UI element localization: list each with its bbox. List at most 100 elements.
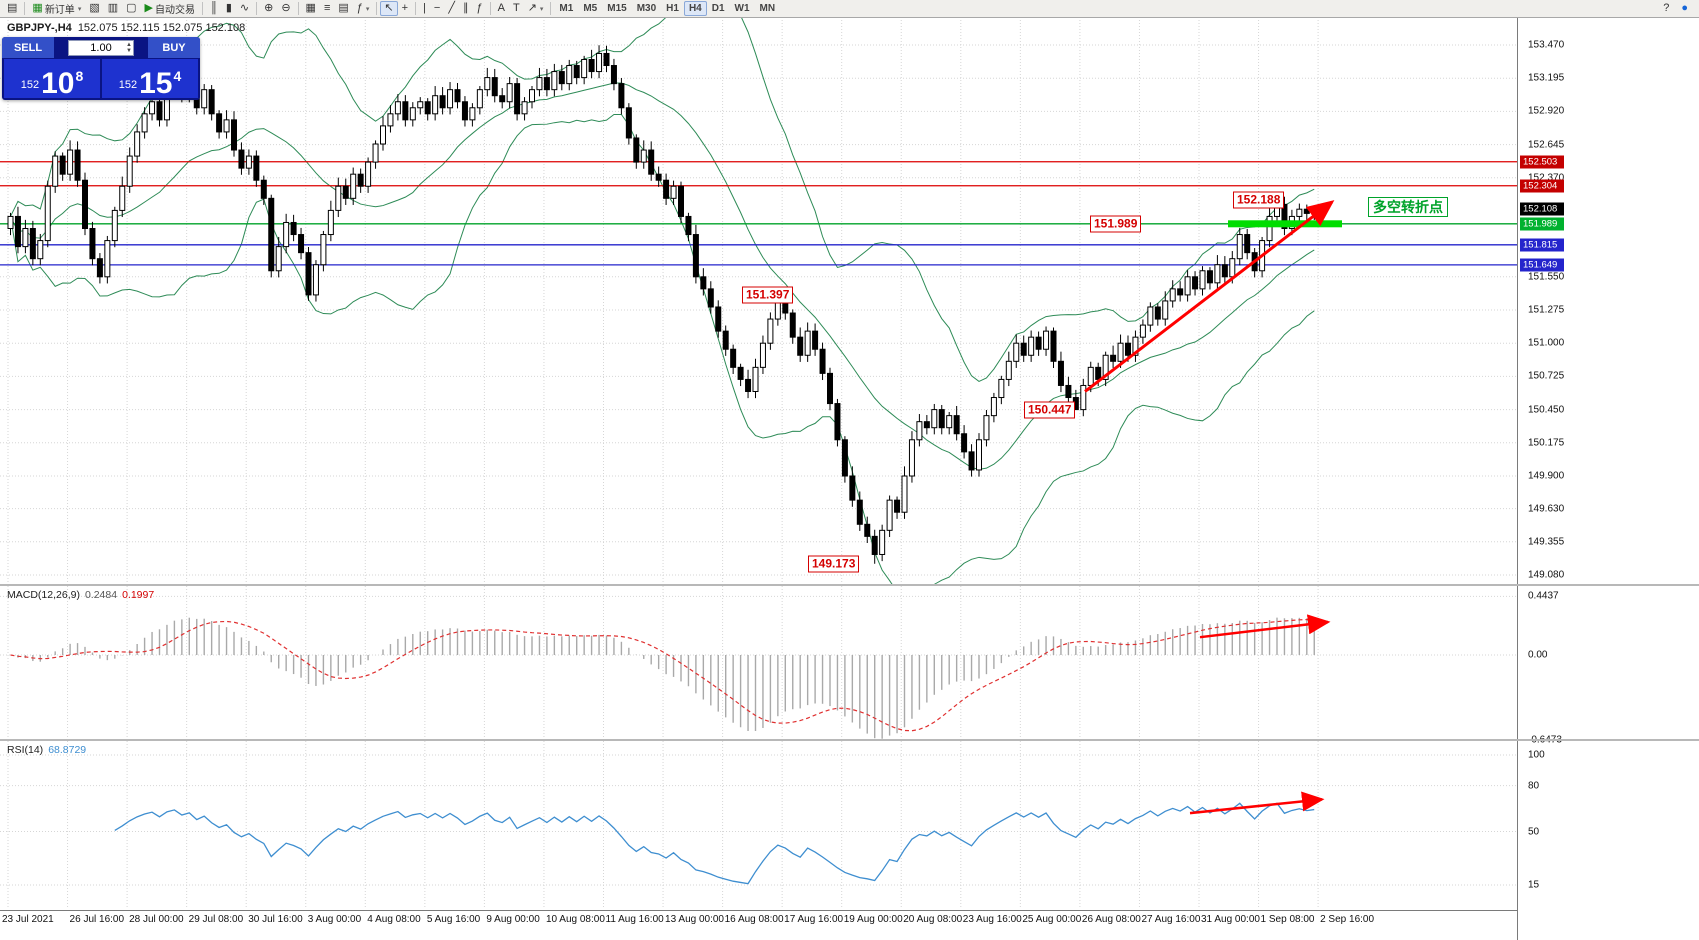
ask-price[interactable]: 152 15 4 — [102, 59, 198, 98]
text-label-button[interactable]: T — [509, 1, 524, 16]
trend-arrow-rsi[interactable] — [1189, 791, 1325, 815]
fibonacci-icon: ƒ — [476, 2, 483, 14]
ask-pips: 15 — [139, 66, 173, 100]
crosshair-button[interactable]: + — [398, 1, 412, 16]
panel-separator-macd[interactable] — [0, 584, 1699, 586]
macd-signal-line — [10, 618, 1315, 732]
price-tick: 152.370 — [1528, 172, 1565, 184]
date-tick: 3 Aug 00:00 — [307, 914, 362, 925]
bid-big-figure: 152 — [20, 79, 40, 91]
autotrading-button[interactable]: ▶ 自动交易 — [141, 1, 199, 17]
line-chart-button[interactable]: ∿ — [236, 1, 253, 16]
bid-price[interactable]: 152 10 8 — [4, 59, 100, 98]
timeframe-m5-button[interactable]: M5 — [583, 3, 598, 14]
horizontal-line-icon: − — [433, 2, 441, 14]
timeframe-h1-button[interactable]: H1 — [666, 3, 679, 14]
volume-field-wrap: 1.00 ▲ ▼ — [54, 37, 148, 58]
new-chart-button[interactable]: ▢ — [122, 1, 140, 16]
navigator-icon: ≡ — [323, 2, 331, 14]
support-zone-rectangle[interactable] — [1228, 220, 1342, 228]
spin-up-icon[interactable]: ▲ — [126, 41, 132, 48]
macd-main-value: 0.2484 — [84, 589, 118, 601]
indicators-icon: ƒ — [356, 2, 363, 14]
vertical-line-button[interactable]: | — [419, 1, 430, 16]
bollinger-upper-band — [10, 17, 1315, 382]
navigator-button[interactable]: ≡ — [320, 1, 334, 16]
price-axis[interactable]: 153.470 153.195 152.920 152.645 152.370 151.5… — [1517, 18, 1699, 940]
toolbar-separator — [415, 2, 417, 15]
ask-point: 4 — [173, 68, 182, 84]
channel-button[interactable]: ∥ — [459, 1, 473, 16]
cursor-button[interactable]: ↖ — [380, 1, 398, 16]
horizontal-line-button[interactable]: − — [430, 1, 444, 16]
timeframe-h4-button[interactable]: H4 — [683, 1, 707, 16]
price-tag-152.503: 152.503 — [1520, 155, 1564, 169]
volume-input[interactable]: 1.00 ▲ ▼ — [68, 39, 134, 56]
tile-windows-button[interactable]: ▦ — [302, 1, 320, 16]
timeframe-m15-button[interactable]: M15 — [607, 3, 627, 14]
bar-chart-button[interactable]: ║ — [206, 1, 222, 16]
date-tick: 20 Aug 08:00 — [903, 914, 963, 925]
charts-list-button[interactable]: ▥ — [104, 1, 122, 16]
data-window-button[interactable]: ▤ — [334, 1, 352, 16]
price-tick: 149.080 — [1528, 569, 1565, 581]
zoom-out-button[interactable]: ⊖ — [277, 1, 294, 16]
timeframe-d1-button[interactable]: D1 — [711, 3, 725, 14]
time-axis[interactable]: 23 Jul 2021 26 Jul 16:00 28 Jul 00:00 29 Ju… — [0, 910, 1517, 934]
timeframe-m1-button[interactable]: M1 — [559, 3, 574, 14]
autotrading-button-label: 自动交易 — [155, 5, 196, 16]
new-chart-icon: ▢ — [126, 2, 137, 14]
fibonacci-button[interactable]: ƒ — [472, 1, 486, 16]
profiles-button[interactable]: ▧ — [85, 1, 103, 16]
price-tag-152.304: 152.304 — [1520, 179, 1564, 193]
timeframe-mn-button[interactable]: MN — [759, 3, 776, 14]
price-tag-152.108: 152.108 — [1520, 202, 1564, 216]
timeframe-m30-button[interactable]: M30 — [636, 3, 657, 14]
macd-histogram — [17, 617, 1315, 739]
channel-icon: ∥ — [462, 2, 469, 14]
trend-arrow-main[interactable] — [1084, 200, 1335, 393]
date-tick: 17 Aug 16:00 — [784, 914, 844, 925]
text-icon: A — [497, 2, 505, 14]
main-chart-panel[interactable] — [0, 17, 1517, 585]
date-tick: 4 Aug 08:00 — [367, 914, 421, 925]
bar-chart-icon: ║ — [210, 2, 218, 14]
spin-down-icon[interactable]: ▼ — [126, 47, 132, 54]
bid-pips: 10 — [41, 66, 75, 100]
zoom-in-button[interactable]: ⊕ — [260, 1, 277, 16]
buy-button[interactable]: BUY — [148, 37, 200, 58]
arrows-tool-button[interactable]: ↗ ▾ — [524, 1, 548, 16]
timeframe-w1-button[interactable]: W1 — [734, 3, 750, 14]
chart-window-icon[interactable]: ▤ — [3, 1, 21, 16]
rsi-indicator-label: RSI(14) 68.8729 — [7, 744, 86, 756]
chevron-down-icon: ▾ — [365, 5, 370, 13]
zoom-in-icon: ⊕ — [264, 2, 274, 14]
line-chart-icon: ∿ — [239, 2, 250, 14]
sell-button[interactable]: SELL — [2, 37, 54, 58]
price-tick: 149.355 — [1528, 536, 1565, 548]
metaquotes-icon[interactable]: ● — [1681, 2, 1688, 14]
date-tick: 11 Aug 16:00 — [605, 914, 664, 925]
macd-panel[interactable] — [0, 586, 1517, 740]
indicators-button[interactable]: ƒ ▾ — [353, 1, 374, 16]
rsi-panel[interactable] — [0, 741, 1517, 909]
price-tick: 153.470 — [1528, 39, 1565, 51]
candlestick-chart-button[interactable]: ▮ — [222, 1, 236, 16]
rsi-value: 68.8729 — [48, 744, 87, 756]
volume-spinner[interactable]: ▲ ▼ — [126, 41, 132, 55]
crosshair-icon: + — [401, 2, 409, 14]
price-tick: 151.000 — [1528, 337, 1565, 349]
macd-axis-value: 0.00 — [1528, 649, 1548, 661]
rsi-axis-value: 50 — [1528, 826, 1540, 837]
charts-list-icon: ▥ — [107, 2, 119, 14]
trendline-button[interactable]: ╱ — [444, 1, 459, 16]
price-tag-151.815: 151.815 — [1520, 238, 1564, 252]
toolbar-separator — [550, 2, 552, 15]
new-order-button[interactable]: ▦ 新订单 ▾ — [28, 1, 85, 17]
one-click-trading-panel: SELL 1.00 ▲ ▼ BUY 152 10 8 152 15 4 — [2, 37, 200, 100]
trend-arrow-macd[interactable] — [1199, 614, 1331, 639]
help-button[interactable]: ? — [1663, 2, 1670, 14]
panel-separator-rsi[interactable] — [0, 739, 1699, 741]
price-tag-151.649: 151.649 — [1520, 258, 1564, 272]
text-button[interactable]: A — [494, 1, 509, 16]
